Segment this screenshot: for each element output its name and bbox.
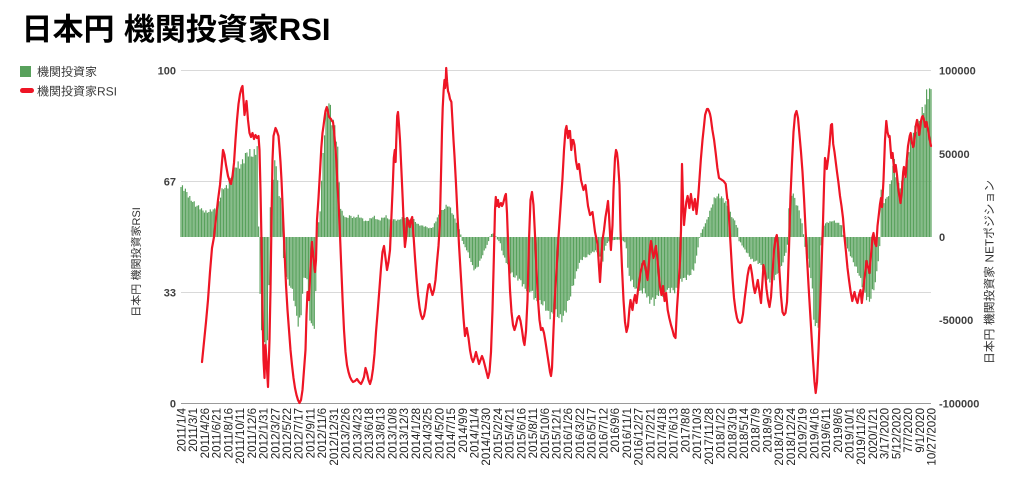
svg-text:2015/12/1: 2015/12/1: [552, 408, 564, 459]
svg-text:2012/11/6: 2012/11/6: [317, 408, 329, 458]
svg-text:2018/7/9: 2018/7/9: [751, 408, 763, 453]
svg-text:2013/4/23: 2013/4/23: [352, 408, 364, 459]
svg-text:2016/7/12: 2016/7/12: [598, 408, 610, 459]
svg-text:2018/9/3: 2018/9/3: [762, 408, 774, 453]
svg-text:-50000: -50000: [939, 315, 973, 327]
svg-text:2014/3/25: 2014/3/25: [423, 408, 435, 459]
svg-text:2011/10/11: 2011/10/11: [235, 408, 247, 464]
svg-text:2020/1/21: 2020/1/21: [868, 408, 880, 459]
svg-text:2011/8/16: 2011/8/16: [223, 408, 235, 458]
svg-text:2018/12/24: 2018/12/24: [786, 407, 798, 465]
svg-text:2017/10/3: 2017/10/3: [692, 408, 704, 459]
svg-text:2018/5/14: 2018/5/14: [739, 407, 751, 459]
svg-text:2019/11/26: 2019/11/26: [856, 408, 868, 465]
svg-text:33: 33: [164, 288, 176, 300]
svg-text:2019/8/6: 2019/8/6: [833, 408, 845, 453]
svg-text:2014/1/28: 2014/1/28: [411, 408, 423, 459]
svg-text:2019/10/1: 2019/10/1: [844, 408, 856, 459]
svg-text:0: 0: [939, 232, 945, 244]
svg-text:2017/2/21: 2017/2/21: [645, 408, 657, 459]
svg-text:2019/6/11: 2019/6/11: [821, 408, 833, 458]
svg-text:2018/3/19: 2018/3/19: [727, 408, 739, 459]
svg-text:2017/11/28: 2017/11/28: [704, 408, 716, 465]
svg-text:0: 0: [170, 399, 176, 411]
svg-text:2015/2/24: 2015/2/24: [493, 407, 505, 459]
svg-text:2016/11/1: 2016/11/1: [622, 408, 634, 458]
svg-text:2013/8/13: 2013/8/13: [376, 408, 388, 459]
svg-text:2015/6/16: 2015/6/16: [516, 408, 528, 459]
svg-text:2017/6/13: 2017/6/13: [669, 408, 681, 459]
svg-text:2013/2/26: 2013/2/26: [341, 408, 353, 459]
svg-text:-100000: -100000: [939, 399, 979, 411]
svg-text:2014/12/30: 2014/12/30: [481, 408, 493, 466]
svg-text:2014/7/15: 2014/7/15: [446, 408, 458, 459]
svg-text:2013/6/18: 2013/6/18: [364, 408, 376, 459]
svg-text:2013/10/8: 2013/10/8: [387, 408, 399, 459]
svg-text:2012/5/22: 2012/5/22: [282, 408, 294, 459]
svg-text:5/12/2020: 5/12/2020: [891, 408, 903, 459]
svg-text:2012/3/27: 2012/3/27: [270, 408, 282, 459]
svg-text:2016/3/22: 2016/3/22: [575, 408, 587, 459]
svg-text:2017/8/8: 2017/8/8: [680, 408, 692, 453]
svg-text:2018/10/29: 2018/10/29: [774, 408, 786, 466]
svg-text:2012/7/17: 2012/7/17: [294, 408, 306, 459]
svg-text:67: 67: [164, 177, 176, 189]
svg-text:2012/9/11: 2012/9/11: [305, 408, 317, 458]
svg-text:2012/1/31: 2012/1/31: [259, 408, 271, 459]
svg-text:2011/12/6: 2011/12/6: [247, 408, 259, 458]
svg-text:2011/1/4: 2011/1/4: [177, 407, 189, 452]
svg-text:2015/10/6: 2015/10/6: [540, 408, 552, 459]
svg-text:2012/12/31: 2012/12/31: [329, 408, 341, 466]
svg-text:2011/6/21: 2011/6/21: [212, 408, 224, 458]
svg-text:2014/11/4: 2014/11/4: [469, 407, 481, 458]
svg-text:2018/1/22: 2018/1/22: [716, 408, 728, 459]
svg-text:10/27/2020: 10/27/2020: [927, 408, 939, 466]
svg-text:100: 100: [158, 66, 176, 78]
svg-text:2014/5/20: 2014/5/20: [434, 408, 446, 459]
svg-text:50000: 50000: [939, 149, 970, 161]
svg-text:2014/9/9: 2014/9/9: [458, 408, 470, 453]
svg-text:2015/8/11: 2015/8/11: [528, 408, 540, 458]
svg-text:7/7/2020: 7/7/2020: [903, 408, 915, 453]
svg-text:2019/2/19: 2019/2/19: [798, 408, 810, 459]
svg-text:2013/12/3: 2013/12/3: [399, 408, 411, 459]
svg-text:2015/4/21: 2015/4/21: [505, 408, 517, 459]
svg-text:3/17/2020: 3/17/2020: [880, 408, 892, 459]
svg-text:2011/4/26: 2011/4/26: [200, 408, 212, 458]
svg-text:9/1/2020: 9/1/2020: [915, 408, 927, 453]
svg-text:2016/9/6: 2016/9/6: [610, 408, 622, 453]
svg-text:2016/12/27: 2016/12/27: [634, 408, 646, 466]
svg-text:2011/3/1: 2011/3/1: [188, 408, 200, 452]
svg-text:2019/4/16: 2019/4/16: [809, 408, 821, 459]
svg-text:2016/1/26: 2016/1/26: [563, 408, 575, 459]
svg-text:100000: 100000: [939, 66, 976, 78]
svg-text:2016/5/17: 2016/5/17: [587, 408, 599, 459]
svg-text:2017/4/18: 2017/4/18: [657, 408, 669, 459]
